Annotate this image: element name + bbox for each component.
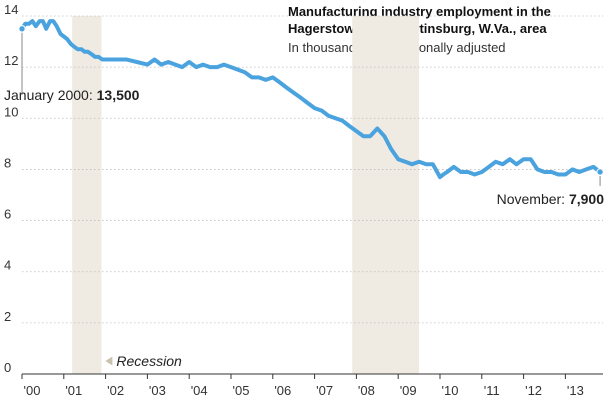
recession-band — [72, 16, 102, 374]
end-annotation-label: November: — [497, 191, 569, 207]
end-annotation: November: 7,900 — [497, 191, 605, 207]
x-tick-label: '02 — [107, 383, 124, 398]
grid-lines — [22, 15, 603, 375]
y-tick-label: 0 — [4, 360, 11, 375]
x-tick-label: '07 — [316, 383, 333, 398]
y-axis-ticks: 0 2 4 6 8 10 12 14 — [4, 2, 18, 375]
start-annotation: January 2000: 13,500 — [4, 87, 140, 103]
series-line — [20, 19, 603, 180]
x-axis-ticks: '00 '01 '02 '03 '04 '05 '06 '07 '08 '09 '10 '11 '12 '… — [21, 374, 584, 398]
y-tick-label: 4 — [4, 258, 11, 273]
start-marker — [18, 25, 26, 33]
recession-band — [352, 16, 420, 374]
y-tick-label: 12 — [4, 53, 18, 68]
recession-legend-label: Recession — [116, 353, 182, 369]
x-tick-label: '05 — [233, 383, 250, 398]
legend: Recession — [105, 353, 182, 369]
x-tick-label: '03 — [149, 383, 166, 398]
y-tick-label: 8 — [4, 155, 11, 170]
x-tick-label: '11 — [484, 383, 500, 398]
start-annotation-label: January 2000: — [4, 87, 97, 103]
x-tick-label: '08 — [358, 383, 375, 398]
x-tick-label: '04 — [191, 383, 208, 398]
y-tick-label: 2 — [4, 309, 11, 324]
y-tick-label: 14 — [4, 2, 18, 17]
x-tick-label: '10 — [442, 383, 459, 398]
recession-bands — [72, 16, 420, 374]
start-annotation-value: 13,500 — [97, 87, 140, 103]
end-annotation-value: 7,900 — [569, 191, 604, 207]
annotations: January 2000: 13,500 November: 7,900 — [4, 25, 605, 207]
x-tick-label: '00 — [24, 383, 41, 398]
series-layer — [20, 19, 603, 180]
x-tick-label: '01 — [65, 383, 82, 398]
x-tick-label: '06 — [274, 383, 291, 398]
y-tick-label: 10 — [4, 104, 18, 119]
y-tick-label: 6 — [4, 207, 11, 222]
x-tick-label: '12 — [525, 383, 542, 398]
x-tick-label: '13 — [567, 383, 584, 398]
recession-legend-icon — [105, 356, 113, 366]
x-tick-label: '09 — [400, 383, 417, 398]
end-marker — [596, 168, 604, 176]
